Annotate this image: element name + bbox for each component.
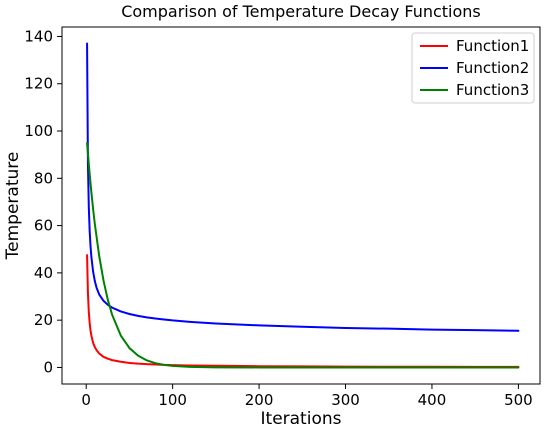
- x-tick-label: 300: [331, 391, 360, 409]
- x-axis-label: Iterations: [261, 409, 342, 429]
- chart-title: Comparison of Temperature Decay Function…: [121, 2, 481, 21]
- y-tick-label: 40: [34, 264, 53, 282]
- x-tick-label: 200: [245, 391, 274, 409]
- y-axis-label: Temperature: [3, 152, 23, 261]
- y-tick-label: 120: [24, 75, 53, 93]
- legend-label-3: Function3: [456, 81, 529, 99]
- series-group: [86, 42, 520, 369]
- x-tick-label: 0: [81, 391, 91, 409]
- legend-label-1: Function1: [456, 37, 529, 55]
- y-tick-label: 0: [43, 358, 53, 376]
- x-tick-label: 400: [418, 391, 447, 409]
- axes-frame: [61, 26, 541, 385]
- x-axis-ticks: 0 100 200 300 400 500: [81, 384, 533, 409]
- y-tick-label: 60: [34, 217, 53, 235]
- series-line-1: [86, 254, 520, 368]
- x-tick-label: 500: [504, 391, 533, 409]
- y-axis-ticks: 0 20 40 60 80 100 120 140: [24, 27, 62, 376]
- x-tick-label: 100: [158, 391, 187, 409]
- legend-label-2: Function2: [456, 59, 529, 77]
- y-tick-label: 100: [24, 122, 53, 140]
- legend-box: [411, 32, 535, 104]
- y-tick-label: 80: [34, 169, 53, 187]
- y-tick-label: 20: [34, 311, 53, 329]
- legend: Function1 Function2 Function3: [411, 32, 535, 104]
- series-line-3: [86, 141, 520, 369]
- series-line-2: [86, 42, 520, 332]
- y-tick-label: 140: [24, 27, 53, 45]
- plot-area: 0 100 200 300 400 500 0 20 40 60 80 100 120 140: [24, 26, 541, 409]
